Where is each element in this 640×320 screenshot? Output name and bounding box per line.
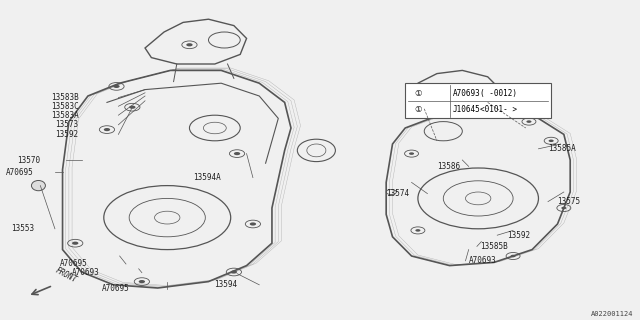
Text: A70693: A70693 (468, 256, 497, 265)
Circle shape (511, 255, 516, 257)
Ellipse shape (31, 180, 45, 191)
Text: 13592: 13592 (507, 231, 530, 240)
Circle shape (139, 280, 145, 283)
Text: 13573: 13573 (55, 120, 79, 129)
Text: A70695: A70695 (102, 284, 130, 293)
Circle shape (129, 106, 136, 109)
Text: 13575: 13575 (557, 197, 580, 206)
Circle shape (409, 152, 414, 155)
Circle shape (186, 43, 193, 46)
Text: ①: ① (415, 89, 422, 98)
Text: 13574: 13574 (386, 189, 410, 198)
Text: ①: ① (415, 105, 422, 114)
Text: 13594A: 13594A (193, 173, 221, 182)
FancyBboxPatch shape (405, 83, 551, 118)
Text: A70693: A70693 (72, 268, 99, 277)
Text: 13585A: 13585A (548, 144, 576, 153)
Text: J10645: J10645 (453, 105, 481, 114)
Circle shape (230, 270, 237, 274)
Text: FRONT: FRONT (54, 265, 78, 284)
Text: 13583A: 13583A (51, 111, 79, 120)
Text: A70695: A70695 (60, 260, 88, 268)
Text: 13570: 13570 (17, 156, 40, 164)
Text: 13594: 13594 (214, 280, 237, 289)
Circle shape (234, 152, 240, 155)
Circle shape (72, 242, 79, 245)
Text: 13586: 13586 (437, 162, 460, 171)
Text: 13583B: 13583B (51, 93, 79, 102)
Circle shape (250, 222, 256, 226)
Circle shape (548, 140, 554, 142)
Text: <0101- >: <0101- > (480, 105, 517, 114)
Circle shape (113, 85, 120, 88)
Text: A022001124: A022001124 (591, 311, 634, 317)
Circle shape (415, 229, 420, 232)
Text: ( -0012): ( -0012) (480, 89, 517, 98)
Text: 13583C: 13583C (51, 102, 79, 111)
Text: A70695: A70695 (6, 168, 34, 177)
Text: A70693: A70693 (453, 89, 481, 98)
Circle shape (527, 120, 531, 123)
Circle shape (561, 207, 566, 209)
Text: 13553: 13553 (11, 224, 34, 233)
Circle shape (104, 128, 110, 131)
Text: 13585B: 13585B (480, 242, 508, 251)
Text: 13592: 13592 (55, 130, 79, 139)
